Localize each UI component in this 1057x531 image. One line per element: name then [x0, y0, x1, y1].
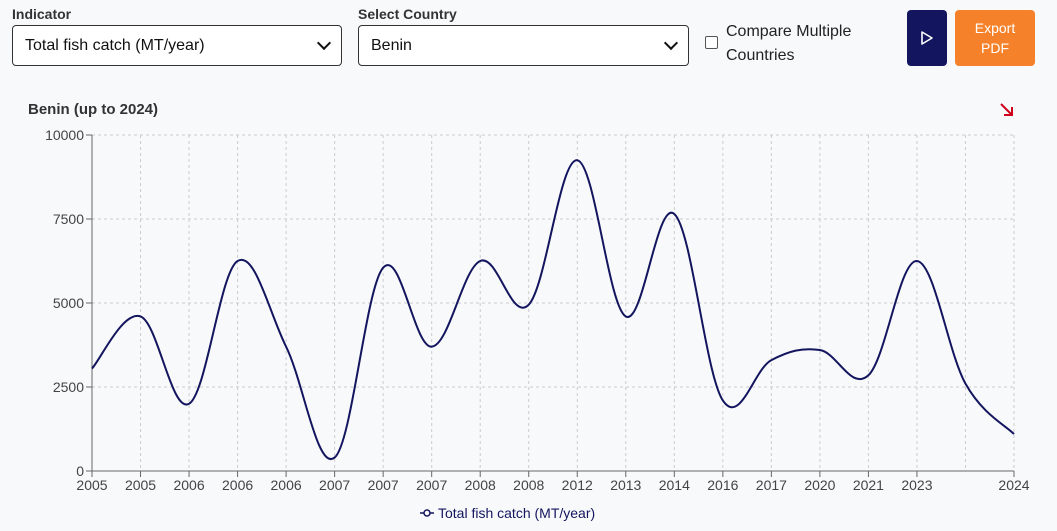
compare-checkbox[interactable] — [705, 36, 718, 49]
x-tick-label: 2014 — [659, 477, 690, 493]
x-tick-label: 2016 — [707, 477, 738, 493]
export-pdf-label: Export PDF — [974, 20, 1016, 56]
x-tick-label: 2012 — [562, 477, 593, 493]
x-tick-label: 2005 — [125, 477, 156, 493]
country-select-value: Benin — [371, 36, 412, 54]
x-tick-label: 2007 — [416, 477, 447, 493]
compare-label: Compare Multiple Countries — [726, 23, 852, 64]
y-tick-label: 0 — [76, 463, 84, 479]
legend-label: Total fish catch (MT/year) — [438, 505, 596, 521]
x-tick-label: 2005 — [76, 477, 107, 493]
country-label: Select Country — [358, 6, 457, 22]
x-tick-label: 2021 — [853, 477, 884, 493]
x-tick-label: 2017 — [756, 477, 787, 493]
export-pdf-button[interactable]: Export PDF — [955, 10, 1035, 66]
legend-line-icon — [420, 509, 434, 517]
series-line — [91, 159, 1015, 461]
x-tick-label: 2024 — [998, 477, 1029, 493]
y-tick-label: 5000 — [53, 295, 84, 311]
x-tick-label: 2023 — [901, 477, 932, 493]
x-tick-label: 2006 — [271, 477, 302, 493]
indicator-select-value: Total fish catch (MT/year) — [25, 36, 205, 54]
chart-title: Benin (up to 2024) — [28, 101, 159, 118]
x-tick-label: 2007 — [368, 477, 399, 493]
x-tick-label: 2006 — [222, 477, 253, 493]
x-tick-label: 2008 — [465, 477, 496, 493]
legend[interactable]: Total fish catch (MT/year) — [420, 505, 595, 521]
y-tick-label: 10000 — [45, 127, 84, 143]
x-tick-label: 2007 — [319, 477, 350, 493]
x-tick-label: 2008 — [513, 477, 544, 493]
x-tick-label: 2006 — [173, 477, 204, 493]
play-button[interactable] — [907, 10, 947, 66]
arrow-down-right-icon[interactable] — [999, 102, 1015, 118]
x-tick-label: 2020 — [804, 477, 835, 493]
y-tick-label: 7500 — [53, 211, 84, 227]
indicator-label: Indicator — [12, 6, 72, 22]
play-icon — [921, 31, 933, 45]
country-select[interactable]: Benin — [358, 25, 689, 66]
x-tick-label: 2013 — [610, 477, 641, 493]
y-tick-label: 2500 — [53, 379, 84, 395]
indicator-select[interactable]: Total fish catch (MT/year) — [12, 25, 342, 66]
